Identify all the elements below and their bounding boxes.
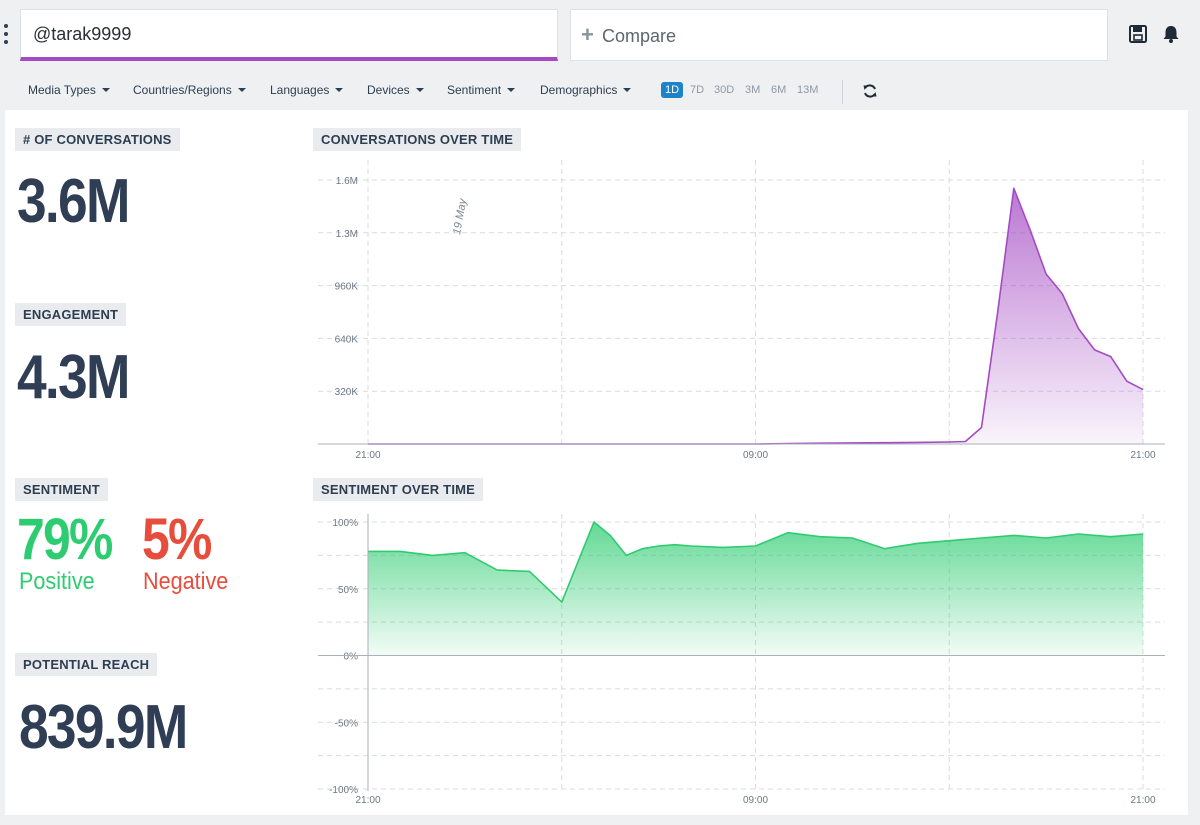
filter-label: Countries/Regions [133, 83, 232, 97]
date-annotation: 19 May [451, 196, 469, 235]
filter-media-types[interactable]: Media Types [28, 83, 110, 97]
x-tick-label: 21:00 [355, 795, 380, 806]
range-6m[interactable]: 6M [771, 84, 787, 96]
top-bar: @tarak9999 + Compare [0, 0, 1200, 70]
x-tick-label: 21:00 [1130, 450, 1155, 461]
y-tick-label: 1.3M [336, 229, 358, 240]
series-area [368, 522, 1143, 656]
filter-languages[interactable]: Languages [270, 83, 344, 97]
filter-bar: Media Types Countries/Regions Languages … [0, 74, 1200, 108]
bell-icon[interactable] [1161, 24, 1181, 44]
x-tick-label: 21:00 [355, 450, 380, 461]
negative-percent: 5% [142, 507, 212, 572]
search-input[interactable]: @tarak9999 [20, 9, 558, 61]
refresh-icon[interactable] [862, 83, 878, 99]
filter-label: Media Types [28, 83, 96, 97]
engagement-value: 4.3M [17, 343, 130, 412]
range-13m[interactable]: 13M [797, 84, 819, 96]
negative-label: Negative [143, 568, 229, 595]
search-value: @tarak9999 [33, 24, 132, 44]
y-tick-label: 640K [335, 334, 359, 345]
filter-sentiment[interactable]: Sentiment [447, 83, 516, 97]
caret-down-icon [237, 87, 246, 92]
y-tick-label: -50% [335, 718, 358, 729]
reach-label: POTENTIAL REACH [15, 653, 158, 676]
sentiment-label: SENTIMENT [15, 478, 108, 501]
range-1d[interactable]: 1D [661, 82, 684, 98]
compare-input[interactable]: + Compare [570, 9, 1108, 61]
y-tick-label: 0% [344, 652, 359, 663]
range-3m[interactable]: 3M [745, 84, 761, 96]
conversations-chart-title: CONVERSATIONS OVER TIME [313, 128, 522, 151]
filter-countries-regions[interactable]: Countries/Regions [133, 83, 246, 97]
reach-value: 839.9M [19, 693, 188, 762]
y-tick-label: 960K [335, 282, 359, 293]
filter-devices[interactable]: Devices [367, 83, 424, 97]
engagement-label: ENGAGEMENT [15, 303, 127, 326]
y-tick-label: 100% [332, 518, 358, 529]
conversations-label: # OF CONVERSATIONS [15, 128, 180, 151]
positive-label: Positive [19, 568, 95, 595]
sentiment-chart-title: SENTIMENT OVER TIME [313, 478, 484, 501]
filter-label: Demographics [540, 83, 618, 97]
x-tick-label: 21:00 [1130, 795, 1155, 806]
filter-label: Sentiment [447, 83, 502, 97]
compare-placeholder: Compare [602, 26, 677, 46]
y-tick-label: 50% [338, 585, 358, 596]
plus-icon: + [581, 22, 594, 47]
range-30d[interactable]: 30D [714, 84, 735, 96]
conversations-chart: 320K 640K 960K 1.3M 1.6M 21:00 09:00 21:00 19 Ma… [318, 160, 1165, 461]
caret-down-icon [335, 87, 344, 92]
series-area [368, 188, 1143, 444]
range-7d[interactable]: 7D [690, 84, 705, 96]
caret-down-icon [415, 87, 424, 92]
filter-demographics[interactable]: Demographics [540, 83, 632, 97]
y-tick-label: 1.6M [336, 176, 358, 187]
x-tick-label: 09:00 [743, 450, 768, 461]
conversations-value: 3.6M [17, 167, 130, 236]
caret-down-icon [507, 87, 516, 92]
x-tick-label: 09:00 [743, 795, 768, 806]
y-tick-label: 320K [335, 387, 359, 398]
series-line [368, 521, 1144, 603]
positive-percent: 79% [17, 507, 113, 572]
divider [842, 80, 843, 104]
filter-label: Languages [270, 83, 330, 97]
save-icon[interactable] [1128, 24, 1148, 44]
caret-down-icon [101, 87, 110, 92]
more-menu-icon[interactable] [2, 24, 10, 46]
main-panel: # OF CONVERSATIONS 3.6M ENGAGEMENT 4.3M … [5, 110, 1188, 815]
caret-down-icon [623, 87, 632, 92]
y-tick-label: -100% [329, 785, 358, 796]
sentiment-chart: 100%50%0%-50%-100%21:00 09:00 21:00 [318, 514, 1165, 806]
filter-label: Devices [367, 83, 410, 97]
